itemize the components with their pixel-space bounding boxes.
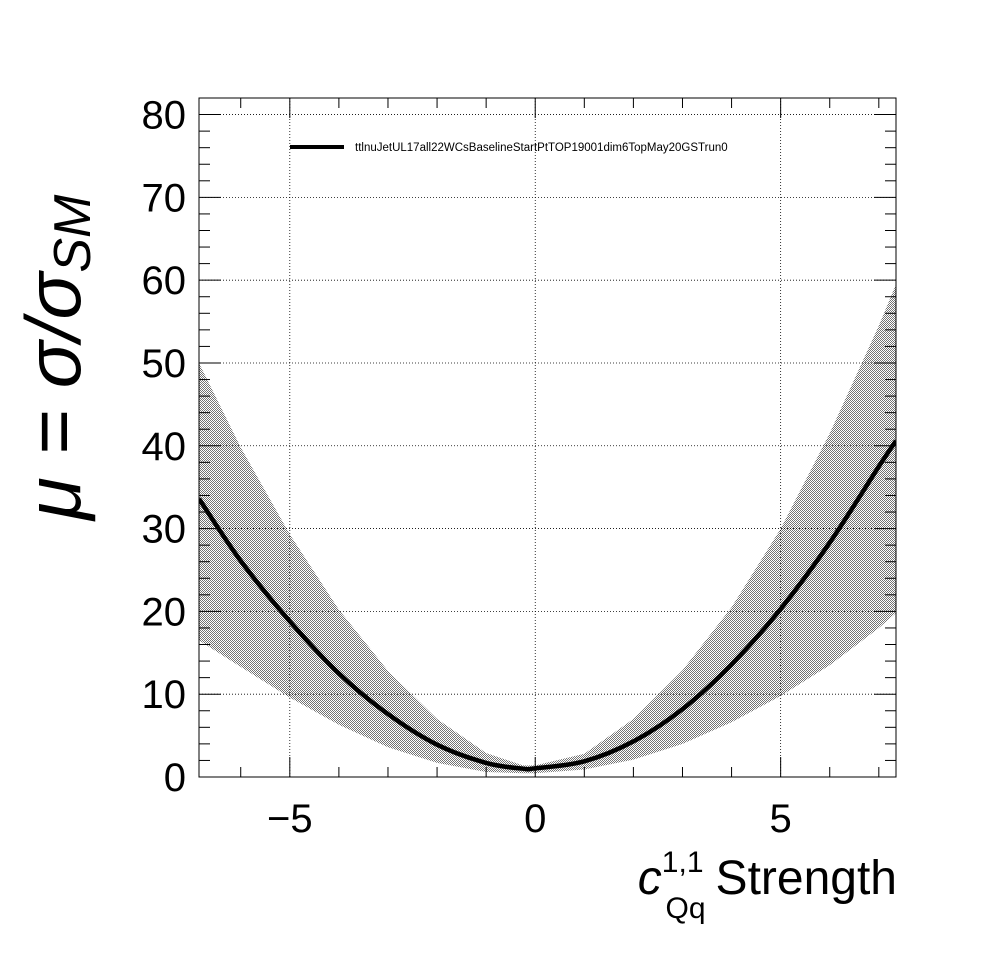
x-tick-label: 0 (524, 797, 546, 841)
axis-ticks (199, 97, 896, 778)
y-tick-label: 50 (142, 342, 187, 386)
series-line-layer (199, 439, 896, 772)
y-tick-label: 10 (142, 673, 187, 717)
x-tick-label: 5 (770, 797, 792, 841)
x-axis-title: c1,1 Qq Strength (638, 846, 897, 925)
y-tick-label: 0 (164, 756, 186, 800)
y-tick-labels: 0 10 20 30 40 50 60 70 80 (142, 94, 187, 800)
y-tick-label: 60 (142, 259, 187, 303)
y-tick-label: 40 (142, 425, 187, 469)
y-axis-main: μ = σ/σ (9, 270, 97, 522)
plot-frame (198, 97, 897, 778)
x-tick-label: −5 (267, 797, 313, 841)
y-axis-title: μ = σ/σSM (9, 194, 102, 522)
y-tick-label: 70 (142, 176, 187, 220)
uncertainty-band (199, 284, 896, 774)
y-axis-subscript: SM (44, 194, 102, 273)
series-line (199, 439, 896, 772)
y-tick-label: 20 (142, 590, 187, 634)
x-axis-subscript: Qq (666, 892, 706, 925)
x-axis-superscript: 1,1 (662, 846, 704, 879)
legend-label: ttlnuJetUL17all22WCsBaselineStartPtTOP19… (355, 142, 728, 154)
x-axis-symbol: c (638, 852, 662, 905)
y-tick-label: 80 (142, 94, 187, 138)
y-tick-label: 30 (142, 508, 187, 552)
uncertainty-band-layer (199, 284, 896, 774)
x-axis-text: Strength (716, 852, 897, 905)
x-tick-labels: −5 0 5 (267, 797, 792, 841)
legend: ttlnuJetUL17all22WCsBaselineStartPtTOP19… (290, 142, 728, 154)
